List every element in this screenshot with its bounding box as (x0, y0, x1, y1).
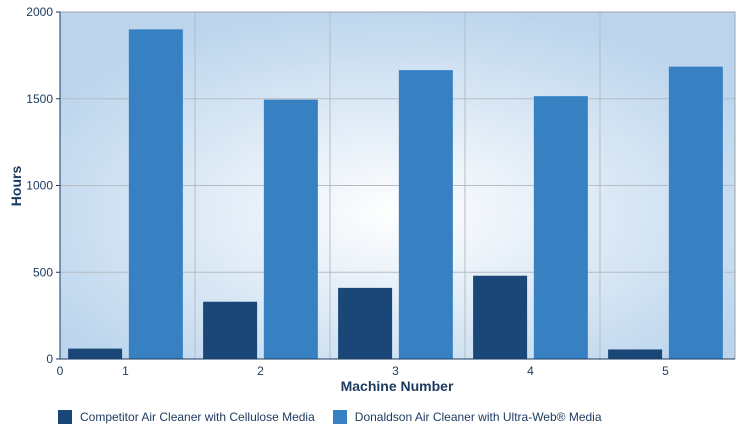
axes: 0 500 1000 1500 2000 0 1 2 3 4 5 (26, 5, 735, 378)
bar-s0-3 (338, 287, 393, 359)
y-tick-label-4: 2000 (26, 5, 53, 19)
y-tick-label-0: 0 (46, 352, 53, 366)
bar-s1-3 (398, 70, 453, 359)
bar-s0-2 (203, 301, 258, 359)
legend-item-competitor: Competitor Air Cleaner with Cellulose Me… (58, 410, 315, 424)
x-axis-title: Machine Number (341, 378, 454, 394)
bar-s1-2 (263, 99, 318, 360)
x-tick-label-1: 1 (122, 364, 129, 378)
legend-label-competitor: Competitor Air Cleaner with Cellulose Me… (80, 410, 315, 424)
legend-label-donaldson: Donaldson Air Cleaner with Ultra-Web® Me… (354, 410, 602, 424)
y-tick-label-1: 500 (33, 265, 53, 279)
y-tick-label-2: 1000 (26, 179, 53, 193)
y-tick-label-3: 1500 (26, 92, 53, 106)
x-tick-label-4: 4 (527, 364, 534, 378)
x-tick-label-2: 2 (257, 364, 264, 378)
bar-s0-5 (608, 349, 663, 359)
x-origin-label: 0 (57, 364, 64, 378)
bar-s1-1 (128, 29, 183, 359)
x-tick-label-3: 3 (392, 364, 399, 378)
bar-s0-4 (473, 275, 528, 359)
bar-s1-4 (533, 96, 588, 360)
bar-s1-5 (668, 66, 723, 359)
legend-item-donaldson: Donaldson Air Cleaner with Ultra-Web® Me… (332, 410, 602, 424)
legend-swatch-donaldson (332, 410, 347, 424)
bars (68, 29, 723, 360)
y-axis-title: Hours (8, 166, 24, 207)
x-tick-label-5: 5 (662, 364, 669, 378)
legend-swatch-competitor (58, 410, 72, 424)
bar-s0-1 (68, 348, 123, 359)
legend: Competitor Air Cleaner with Cellulose Me… (58, 410, 620, 424)
